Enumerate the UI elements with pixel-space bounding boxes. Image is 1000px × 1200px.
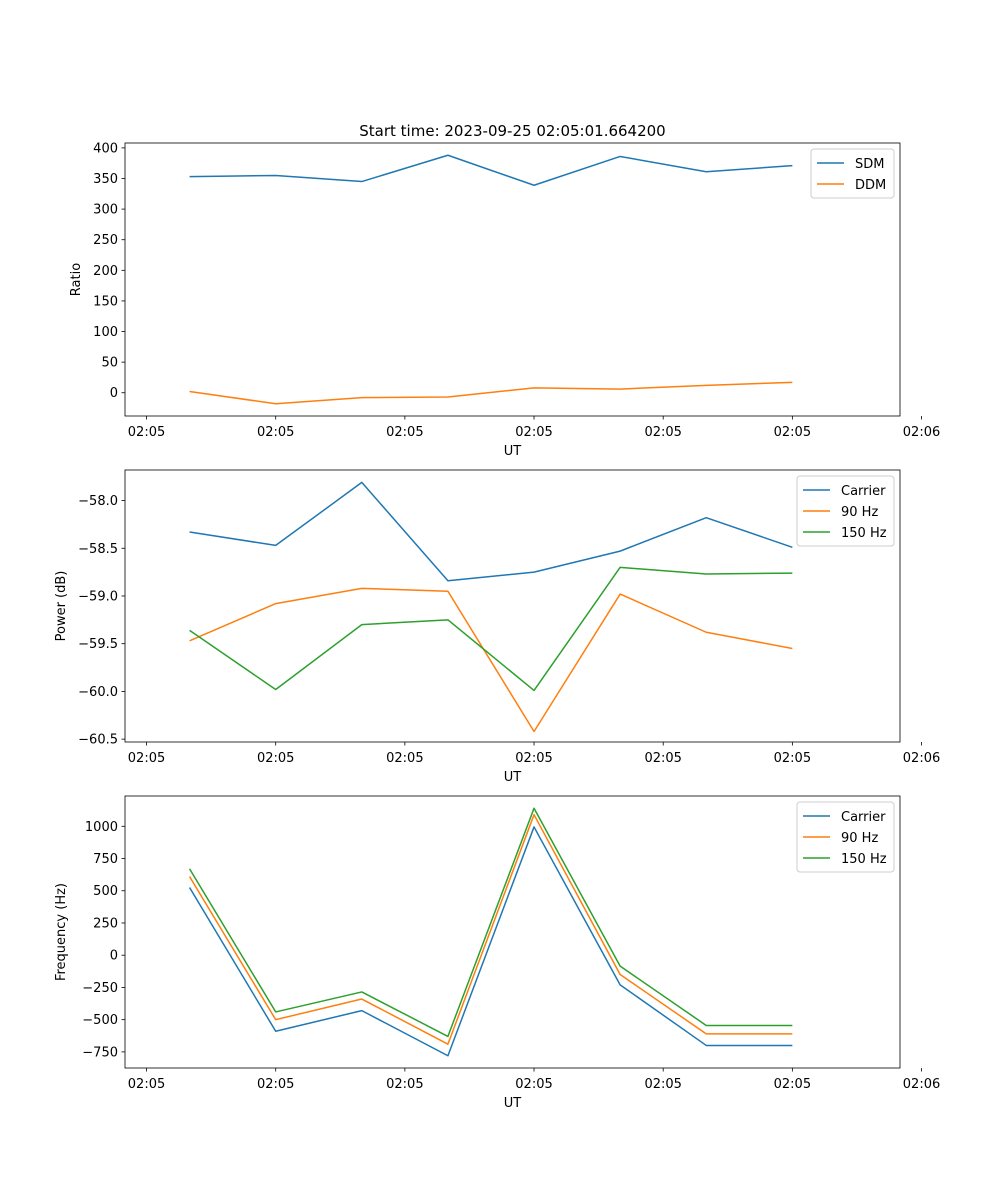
y-tick-label: 50 xyxy=(101,356,118,371)
x-tick-label: 02:05 xyxy=(774,751,811,766)
x-tick-label: 02:05 xyxy=(515,425,552,440)
y-tick-label: 0 xyxy=(110,386,118,401)
legend: Carrier 90 Hz 150 Hz xyxy=(796,801,895,873)
series-line-carrier xyxy=(189,481,793,582)
series-line-150-hz xyxy=(189,566,793,692)
y-tick-label: 150 xyxy=(93,294,118,309)
y-tick-label: −60.0 xyxy=(78,685,118,700)
x-tick-label: 02:05 xyxy=(644,425,681,440)
legend-box xyxy=(810,148,895,199)
x-tick-label: 02:05 xyxy=(774,425,811,440)
legend-label: Carrier xyxy=(841,810,886,825)
y-tick-label: −59.5 xyxy=(78,637,118,652)
figure-title: Start time: 2023-09-25 02:05:01.664200 xyxy=(359,122,665,140)
y-tick-label: −250 xyxy=(82,981,118,996)
x-tick-label: 02:06 xyxy=(903,1077,940,1092)
x-tick-label: 02:05 xyxy=(386,425,423,440)
y-tick-label: 100 xyxy=(93,325,118,340)
x-tick-label: 02:05 xyxy=(386,1077,423,1092)
legend-label: Carrier xyxy=(841,484,886,499)
y-tick-label: 0 xyxy=(110,949,118,964)
x-tick-label: 02:05 xyxy=(257,1077,294,1092)
y-tick-label: −59.0 xyxy=(78,589,118,604)
x-axis-label: UT xyxy=(504,444,522,459)
x-tick-label: 02:05 xyxy=(128,1077,165,1092)
axes-frame xyxy=(124,142,901,417)
y-axis-label: Power (dB) xyxy=(54,571,69,642)
legend-label: 90 Hz xyxy=(841,505,878,520)
y-axis-label: Ratio xyxy=(69,263,84,296)
y-tick-label: −58.5 xyxy=(78,542,118,557)
subplot-2: 02:05 02:05 02:05 02:05 02:05 02:05 02:06 −60.5… xyxy=(54,469,940,785)
x-tick-label: 02:05 xyxy=(257,425,294,440)
x-axis-label: UT xyxy=(504,770,522,785)
axes-frame xyxy=(124,795,901,1069)
legend-label: 150 Hz xyxy=(841,526,887,541)
series-line-90-hz xyxy=(188,813,793,1045)
y-tick-label: 250 xyxy=(93,233,118,248)
y-tick-label: 1000 xyxy=(85,820,118,835)
y-tick-label: 500 xyxy=(93,884,118,899)
legend: Carrier 90 Hz 150 Hz xyxy=(796,475,895,547)
legend-label: SDM xyxy=(855,157,884,172)
y-axis-label: Frequency (Hz) xyxy=(54,883,69,981)
x-tick-label: 02:05 xyxy=(128,425,165,440)
y-tick-label: −60.5 xyxy=(78,733,118,748)
x-tick-label: 02:05 xyxy=(128,751,165,766)
series-line-150-hz xyxy=(188,807,793,1038)
legend: SDM DDM xyxy=(810,148,895,199)
x-tick-label: 02:05 xyxy=(774,1077,811,1092)
subplot-3: 02:05 02:05 02:05 02:05 02:05 02:05 02:06 −750 −… xyxy=(54,795,940,1111)
y-tick-label: 250 xyxy=(93,916,118,931)
series-line-ddm xyxy=(189,381,793,405)
y-tick-label: −500 xyxy=(82,1013,118,1028)
x-tick-label: 02:05 xyxy=(386,751,423,766)
axes-frame xyxy=(124,469,901,743)
y-tick-label: 350 xyxy=(93,172,118,187)
y-tick-label: 400 xyxy=(93,141,118,156)
x-tick-label: 02:05 xyxy=(257,751,294,766)
subplot-1: 02:05 02:05 02:05 02:05 02:05 02:05 02:06 0 50 10… xyxy=(69,141,940,459)
x-axis-label: UT xyxy=(504,1096,522,1111)
x-tick-label: 02:05 xyxy=(644,751,681,766)
x-tick-label: 02:06 xyxy=(903,751,940,766)
y-tick-label: 750 xyxy=(93,852,118,867)
y-tick-label: 200 xyxy=(93,264,118,279)
legend-label: DDM xyxy=(855,178,886,193)
y-tick-label: −58.0 xyxy=(78,494,118,509)
y-tick-label: 300 xyxy=(93,203,118,218)
x-tick-label: 02:06 xyxy=(903,425,940,440)
y-tick-label: −750 xyxy=(82,1045,118,1060)
x-tick-label: 02:05 xyxy=(644,1077,681,1092)
legend-box xyxy=(796,801,895,873)
x-tick-label: 02:05 xyxy=(515,1077,552,1092)
series-line-sdm xyxy=(189,154,793,186)
legend-label: 90 Hz xyxy=(841,831,878,846)
series-line-90-hz xyxy=(189,587,793,733)
series-line-carrier xyxy=(188,826,793,1057)
x-tick-label: 02:05 xyxy=(515,751,552,766)
legend-label: 150 Hz xyxy=(841,852,887,867)
legend-box xyxy=(796,475,895,547)
